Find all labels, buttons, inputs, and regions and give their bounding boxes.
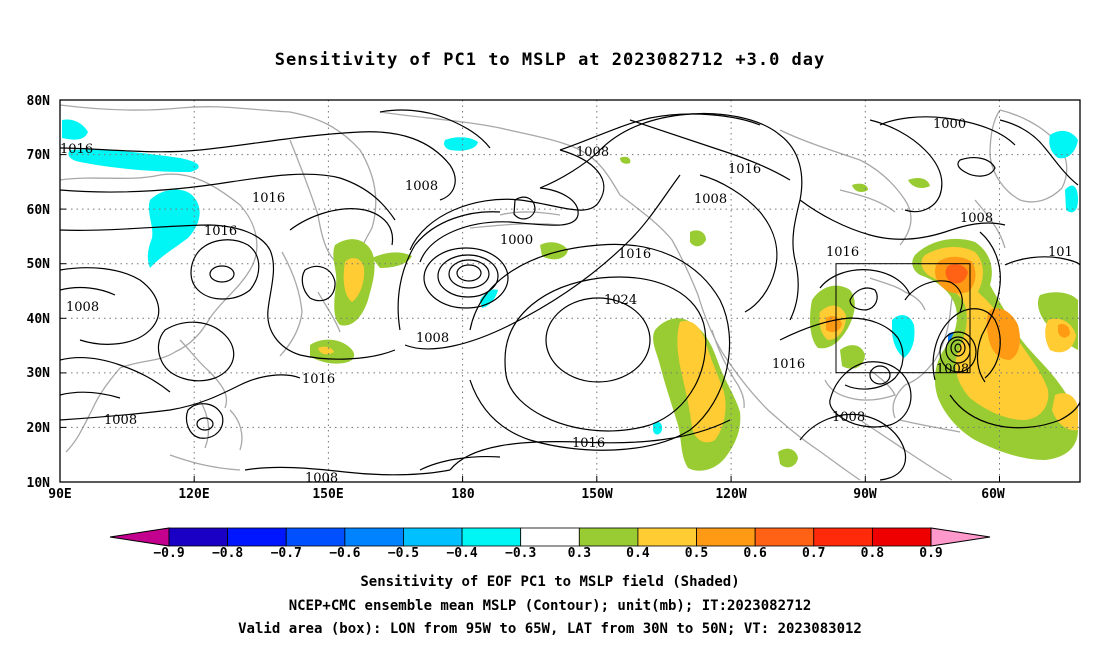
colorbar-swatch xyxy=(168,527,229,547)
colorbar-swatch xyxy=(285,527,346,547)
contour-label: 1016 xyxy=(728,162,761,177)
contour-label: 1008 xyxy=(405,179,438,194)
colorbar-label: −0.6 xyxy=(329,546,360,561)
contour-label: 1008 xyxy=(416,331,449,346)
colorbar-swatch xyxy=(344,527,404,547)
lon-label: 120W xyxy=(715,487,746,502)
colorbar-label: 0.8 xyxy=(861,546,885,561)
colorbar-label: 0.4 xyxy=(626,546,650,561)
colorbar-swatch xyxy=(696,527,756,547)
contour-label: 1000 xyxy=(933,117,966,132)
colorbar-swatch xyxy=(227,527,287,547)
lon-label: 120E xyxy=(178,487,209,502)
contour-label: 1008 xyxy=(694,192,727,207)
contour-label: 1016 xyxy=(618,247,651,262)
colorbar-swatch xyxy=(871,527,932,547)
mslp-contours xyxy=(60,109,1080,481)
colorbar-label: 0.5 xyxy=(685,546,708,561)
colorbar-segments xyxy=(168,527,932,547)
map-title: Sensitivity of PC1 to MSLP at 2023082712… xyxy=(274,50,826,70)
contour-label: 101 xyxy=(1048,245,1073,260)
colorbar-swatch xyxy=(403,527,463,547)
contour-label: 1024 xyxy=(604,293,637,308)
lon-labels: 90E 120E 150E 180 150W 120W 90W 60W xyxy=(48,487,1005,502)
contour-label: 1008 xyxy=(66,300,99,315)
map-frame xyxy=(59,99,1081,483)
contour-label: 1008 xyxy=(305,471,338,486)
contour-label: 1016 xyxy=(772,357,805,372)
colorbar-swatch xyxy=(637,527,697,547)
lat-label: 30N xyxy=(27,366,51,381)
contour-label: 1000 xyxy=(500,233,533,248)
contour-labels: 1016 1008 1016 1016 1008 1008 1016 1008 … xyxy=(60,117,1073,486)
lon-label: 150W xyxy=(581,487,612,502)
contour-label: 1008 xyxy=(936,362,969,377)
colorbar-label: −0.3 xyxy=(505,546,536,561)
lat-label: 50N xyxy=(27,257,51,272)
contour-label: 1008 xyxy=(576,145,609,160)
lat-label: 60N xyxy=(27,203,51,218)
caption-line-2: NCEP+CMC ensemble mean MSLP (Contour); u… xyxy=(288,598,812,614)
lat-label: 20N xyxy=(27,421,51,436)
axis-ticks xyxy=(60,99,1000,482)
contour-label: 1016 xyxy=(204,224,237,239)
map-area xyxy=(60,100,1080,482)
contour-label: 1008 xyxy=(832,410,865,425)
lat-label: 70N xyxy=(27,148,51,163)
contour-label: 1016 xyxy=(60,142,93,157)
colorbar: −0.9 −0.8 −0.7 −0.6 −0.5 −0.4 −0.3 0.3 0.4 0.5 0.6… xyxy=(109,527,991,561)
contour-label: 1008 xyxy=(960,211,993,226)
colorbar-label: −0.7 xyxy=(271,546,302,561)
colorbar-swatch xyxy=(578,527,639,547)
colorbar-label: 0.7 xyxy=(802,546,825,561)
lat-labels: 80N 70N 60N 50N 40N 30N 20N 10N xyxy=(27,94,51,491)
colorbar-swatch xyxy=(520,527,580,547)
colorbar-label: 0.3 xyxy=(568,546,591,561)
colorbar-label: 0.9 xyxy=(919,546,942,561)
lon-label: 150E xyxy=(312,487,343,502)
contour-label: 1016 xyxy=(302,372,335,387)
caption-line-1: Sensitivity of EOF PC1 to MSLP field (Sh… xyxy=(360,574,740,590)
colorbar-arrow-left xyxy=(109,527,170,547)
colorbar-label: 0.6 xyxy=(743,546,767,561)
contour-label: 1016 xyxy=(572,436,605,451)
contour-label: 1016 xyxy=(826,245,859,260)
colorbar-label: −0.4 xyxy=(446,546,477,561)
lat-label: 40N xyxy=(27,312,51,327)
valid-area-box xyxy=(835,263,971,374)
colorbar-label: −0.9 xyxy=(153,546,184,561)
lon-label: 60W xyxy=(981,487,1005,502)
lon-label: 180 xyxy=(451,487,475,502)
contour-label: 1008 xyxy=(104,413,137,428)
colorbar-swatch xyxy=(813,527,873,547)
lon-label: 90E xyxy=(48,487,71,502)
colorbar-swatch xyxy=(754,527,815,547)
lat-label: 10N xyxy=(27,476,51,491)
lat-label: 80N xyxy=(27,94,51,109)
caption-line-3: Valid area (box): LON from 95W to 65W, L… xyxy=(238,621,862,637)
lon-label: 90W xyxy=(853,487,877,502)
colorbar-arrow-right xyxy=(930,527,991,547)
colorbar-label: −0.5 xyxy=(388,546,419,561)
colorbar-swatch xyxy=(461,527,522,547)
colorbar-label: −0.8 xyxy=(212,546,243,561)
contour-label: 1016 xyxy=(252,191,285,206)
shaded-sensitivity xyxy=(62,119,1078,471)
